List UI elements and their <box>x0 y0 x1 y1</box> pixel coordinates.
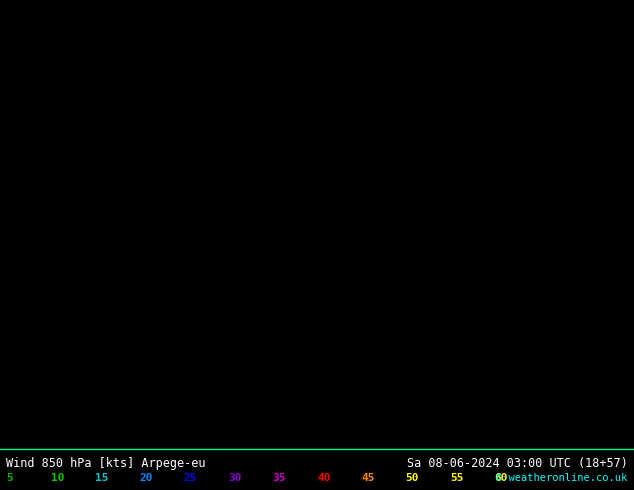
Text: 15: 15 <box>95 473 108 483</box>
Text: 10: 10 <box>51 473 64 483</box>
Text: 20: 20 <box>139 473 153 483</box>
Text: Wind 850 hPa [kts] Arpege-eu: Wind 850 hPa [kts] Arpege-eu <box>6 457 206 470</box>
Text: 5: 5 <box>6 473 13 483</box>
Text: 35: 35 <box>273 473 286 483</box>
Text: 25: 25 <box>184 473 197 483</box>
Text: 60: 60 <box>495 473 508 483</box>
Text: 40: 40 <box>317 473 330 483</box>
Text: Sa 08-06-2024 03:00 UTC (18+57): Sa 08-06-2024 03:00 UTC (18+57) <box>407 457 628 470</box>
Text: 50: 50 <box>406 473 419 483</box>
Text: 45: 45 <box>361 473 375 483</box>
Text: 55: 55 <box>450 473 463 483</box>
Text: © weatheronline.co.uk: © weatheronline.co.uk <box>496 473 628 483</box>
Text: 30: 30 <box>228 473 242 483</box>
